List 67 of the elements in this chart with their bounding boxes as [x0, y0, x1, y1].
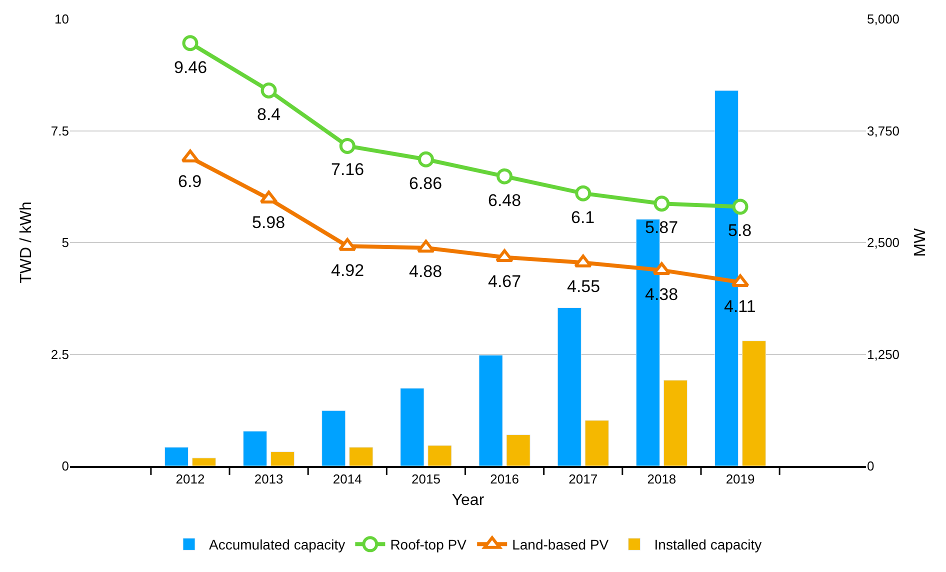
y2-tick-label: 2,500: [867, 235, 900, 250]
point: [416, 240, 435, 253]
x-tick-label: 2013: [254, 472, 284, 487]
data-label: 6.86: [409, 174, 442, 193]
data-label: 6.48: [488, 191, 522, 210]
x-tick-label: 2019: [726, 472, 755, 487]
point: [182, 35, 198, 52]
bar: [584, 420, 609, 466]
bar: [164, 446, 189, 466]
point: [496, 168, 513, 184]
point: [574, 254, 592, 268]
data-label: 8.4: [257, 105, 281, 124]
x-tick-label: 2017: [568, 472, 598, 487]
data-label: 4.88: [409, 262, 442, 281]
y-tick-label: 2.5: [50, 346, 69, 362]
y2-tick-label: 5,000: [867, 12, 900, 27]
point: [654, 196, 670, 212]
y-axis-title: TWD / kWh: [18, 202, 35, 284]
bar: [192, 458, 216, 466]
bar: [400, 388, 424, 466]
data-label: 9.46: [174, 58, 208, 77]
point: [339, 138, 356, 154]
x-tick-label: 2012: [176, 472, 205, 487]
y2-tick-label: 1,250: [867, 346, 900, 362]
data-label: 5.98: [252, 213, 286, 232]
point: [181, 150, 200, 162]
y-tick-label: 0: [62, 458, 69, 474]
legend-label: Roof-top PV: [390, 536, 468, 553]
data-label: 6.9: [178, 172, 202, 191]
legend-label: Land-based PV: [512, 536, 610, 553]
point: [338, 238, 356, 251]
y2-axis-title: MW: [912, 227, 930, 257]
legend-label: Accumulated capacity: [209, 536, 346, 553]
point: [575, 185, 592, 202]
y2-tick-label: 0: [867, 458, 874, 474]
bar: [270, 451, 295, 466]
y-tick-label: 5: [62, 235, 69, 250]
legend-label: Installed capacity: [654, 536, 762, 553]
data-label: 6.1: [571, 208, 595, 227]
bar: [506, 434, 530, 466]
point: [418, 151, 434, 168]
bar: [243, 430, 268, 466]
x-tick-label: 2018: [647, 472, 676, 487]
bar: [663, 380, 688, 466]
y-tick-label: 7.5: [50, 123, 69, 138]
x-tick-label: 2016: [490, 472, 519, 487]
data-label: 4.55: [567, 277, 600, 296]
bar: [349, 446, 374, 466]
bar: [478, 354, 503, 466]
data-label: 7.16: [331, 160, 364, 179]
x-tick-label: 2014: [332, 472, 362, 487]
point: [732, 198, 748, 215]
x-axis-title: Year: [452, 492, 485, 509]
point: [496, 249, 514, 262]
y2-tick-label: 3,750: [867, 123, 900, 138]
point: [652, 262, 671, 275]
data-label: 4.92: [331, 261, 364, 280]
point: [731, 274, 750, 288]
bar: [428, 445, 452, 466]
y-tick-label: 10: [54, 12, 69, 27]
data-label: 4.67: [488, 272, 522, 291]
bar: [742, 340, 766, 466]
bar: [557, 308, 582, 466]
x-tick-label: 2015: [412, 472, 440, 487]
point: [260, 82, 277, 99]
bar: [322, 410, 346, 466]
point: [260, 190, 278, 204]
